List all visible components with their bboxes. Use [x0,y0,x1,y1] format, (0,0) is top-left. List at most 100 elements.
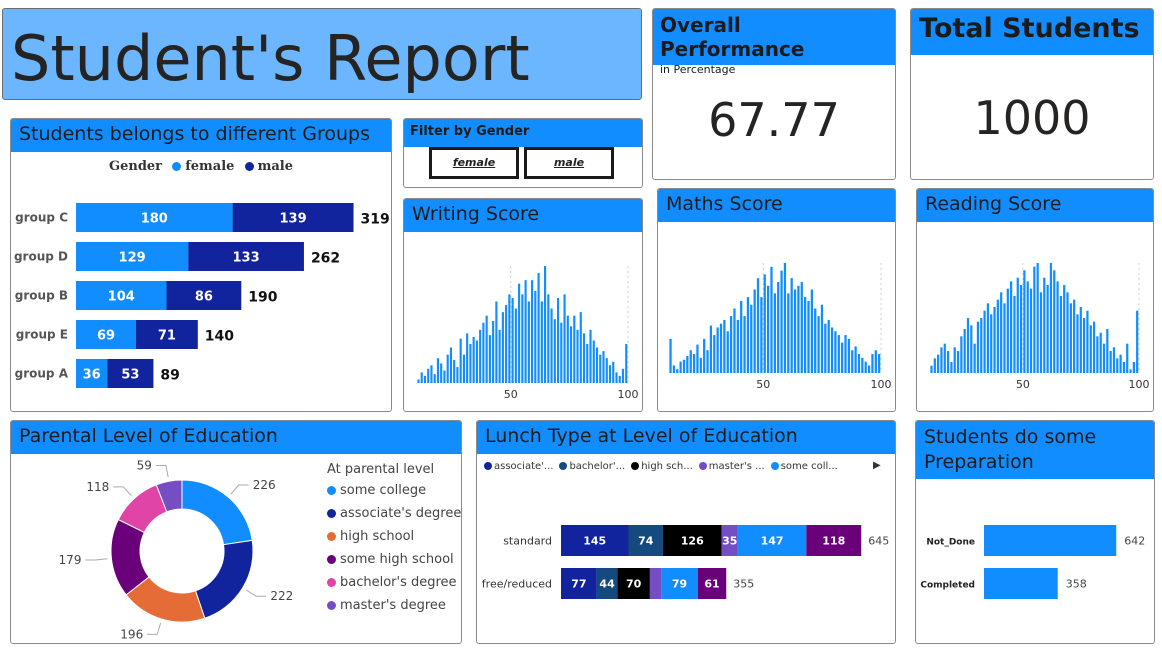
histogram-bar[interactable] [837,335,840,373]
histogram-bar[interactable] [814,308,817,373]
histogram-bar[interactable] [586,344,589,383]
histogram-bar[interactable] [930,365,933,373]
histogram-bar[interactable] [592,340,595,383]
parental-legend-item[interactable]: high school [327,529,461,544]
histogram-bar[interactable] [537,273,540,383]
histogram-bar[interactable] [689,350,692,373]
histogram-bar[interactable] [553,319,556,383]
histogram-bar[interactable] [446,354,449,383]
histogram-bar[interactable] [817,316,820,373]
histogram-bar[interactable] [950,362,953,373]
groups-bar-male[interactable] [188,242,304,271]
filter-female-button[interactable]: female [429,147,519,179]
histogram-bar[interactable] [1033,266,1036,373]
histogram-bar[interactable] [1132,362,1135,373]
histogram-bar[interactable] [417,379,420,383]
histogram-bar[interactable] [1043,277,1046,373]
histogram-bar[interactable] [430,365,433,383]
histogram-bar[interactable] [1039,292,1043,373]
histogram-bar[interactable] [1126,343,1129,373]
histogram-bar[interactable] [790,278,793,373]
groups-bar-female[interactable] [76,242,189,271]
groups-bar-male[interactable] [166,281,242,310]
histogram-bar[interactable] [857,354,861,373]
lunch-bar-segment[interactable] [617,568,650,599]
histogram-bar[interactable] [1053,270,1056,373]
histogram-bar[interactable] [871,354,874,373]
groups-bar-male[interactable] [107,359,154,388]
histogram-bar[interactable] [797,285,800,373]
histogram-bar[interactable] [990,314,993,373]
histogram-bar[interactable] [521,294,524,383]
histogram-bar[interactable] [453,359,456,383]
histogram-bar[interactable] [550,308,553,383]
histogram-bar[interactable] [618,375,621,383]
histogram-bar[interactable] [1003,303,1006,373]
parental-legend-item[interactable]: master's degree [327,598,461,613]
histogram-bar[interactable] [940,347,943,373]
histogram-bar[interactable] [743,316,746,373]
histogram-bar[interactable] [770,266,773,373]
histogram-bar[interactable] [449,347,453,383]
donut-slice[interactable] [155,479,183,513]
lunch-bar-segment[interactable] [561,525,629,556]
histogram-bar[interactable] [804,297,807,373]
histogram-bar[interactable] [709,325,713,373]
parental-legend-item[interactable]: bachelor's degree [327,575,461,590]
histogram-bar[interactable] [1006,288,1009,373]
histogram-bar[interactable] [753,289,756,373]
histogram-bar[interactable] [766,285,770,373]
histogram-bar[interactable] [793,289,797,373]
filter-male-button[interactable]: male [524,147,614,179]
groups-bar-male[interactable] [232,203,354,232]
histogram-bar[interactable] [864,361,867,373]
histogram-bar[interactable] [1069,303,1072,373]
histogram-bar[interactable] [1066,292,1069,373]
histogram-bar[interactable] [472,336,475,383]
histogram-bar[interactable] [699,357,702,373]
lunch-bar-segment[interactable] [649,568,662,599]
histogram-bar[interactable] [937,354,940,373]
histogram-bar[interactable] [996,299,999,373]
lunch-legend-item[interactable]: bachelor'... [559,461,625,472]
histogram-bar[interactable] [841,342,844,373]
histogram-bar[interactable] [750,304,753,373]
histogram-bar[interactable] [621,368,625,383]
histogram-bar[interactable] [1073,299,1076,373]
histogram-bar[interactable] [1089,325,1092,373]
histogram-bar[interactable] [847,338,851,373]
histogram-bar[interactable] [427,368,430,383]
histogram-bar[interactable] [423,375,427,383]
histogram-bar[interactable] [830,327,834,373]
histogram-bar[interactable] [760,297,763,373]
histogram-bar[interactable] [1122,362,1126,373]
histogram-bar[interactable] [1000,292,1003,373]
histogram-bar[interactable] [983,310,986,373]
histogram-bar[interactable] [1026,281,1029,373]
histogram-bar[interactable] [595,347,599,383]
histogram-bar[interactable] [820,304,824,373]
histogram-bar[interactable] [1096,336,1099,373]
histogram-bar[interactable] [736,319,739,373]
histogram-bar[interactable] [669,338,672,373]
histogram-bar[interactable] [566,315,569,383]
histogram-bar[interactable] [854,346,857,373]
histogram-bar[interactable] [1059,296,1062,373]
histogram-bar[interactable] [682,359,686,373]
histogram-bar[interactable] [1019,285,1023,373]
histogram-bar[interactable] [605,358,608,383]
histogram-bar[interactable] [440,363,443,384]
parental-legend-item[interactable]: some high school [327,552,461,567]
histogram-bar[interactable] [970,325,973,373]
histogram-bar[interactable] [773,293,776,373]
histogram-bar[interactable] [615,372,618,383]
parental-legend-item[interactable]: some college [327,483,461,498]
histogram-bar[interactable] [956,351,960,373]
parental-legend-item[interactable]: associate's degree [327,506,461,521]
histogram-bar[interactable] [527,301,530,383]
histogram-bar[interactable] [1109,351,1112,373]
histogram-bar[interactable] [1102,343,1106,373]
histogram-bar[interactable] [531,280,534,383]
histogram-bar[interactable] [986,303,990,373]
histogram-bar[interactable] [514,308,517,383]
